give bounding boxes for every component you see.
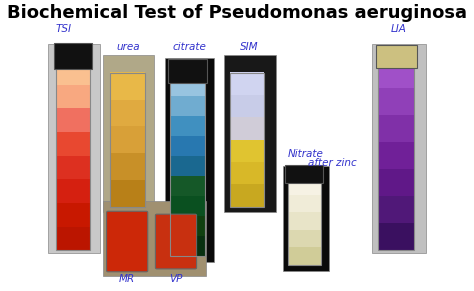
Bar bbox=[230, 73, 264, 207]
Bar bbox=[103, 55, 154, 212]
Bar bbox=[224, 55, 275, 212]
Bar bbox=[170, 135, 205, 156]
Bar bbox=[110, 99, 145, 126]
Bar bbox=[230, 72, 264, 95]
Bar bbox=[378, 168, 414, 196]
Bar bbox=[170, 155, 205, 176]
Bar bbox=[110, 73, 145, 207]
Bar bbox=[170, 95, 205, 116]
Text: SIM: SIM bbox=[240, 42, 259, 52]
Bar bbox=[48, 44, 100, 253]
Bar bbox=[170, 215, 205, 236]
Bar bbox=[230, 116, 264, 140]
Text: TSI: TSI bbox=[55, 24, 72, 34]
Bar bbox=[56, 226, 90, 250]
Bar bbox=[56, 131, 90, 156]
Bar bbox=[288, 177, 320, 195]
Bar bbox=[378, 222, 414, 250]
Bar bbox=[110, 125, 145, 153]
Bar bbox=[56, 155, 90, 179]
Bar bbox=[170, 76, 205, 256]
Bar bbox=[56, 178, 90, 203]
Bar bbox=[110, 72, 145, 100]
Bar bbox=[103, 201, 206, 276]
Bar bbox=[110, 179, 145, 207]
Bar bbox=[170, 195, 205, 216]
Bar bbox=[56, 202, 90, 227]
Bar bbox=[283, 166, 328, 271]
Bar bbox=[285, 165, 323, 183]
Bar bbox=[378, 195, 414, 223]
Bar bbox=[54, 43, 92, 69]
Bar bbox=[378, 60, 414, 88]
Bar bbox=[56, 61, 90, 250]
Bar bbox=[378, 61, 414, 250]
Text: MR: MR bbox=[119, 274, 135, 284]
Bar bbox=[288, 229, 320, 247]
Bar bbox=[168, 59, 207, 83]
Bar bbox=[376, 45, 417, 68]
Bar bbox=[230, 139, 264, 162]
Bar bbox=[378, 87, 414, 115]
Bar bbox=[110, 152, 145, 180]
Bar bbox=[164, 58, 214, 262]
Bar bbox=[378, 114, 414, 142]
Bar bbox=[56, 107, 90, 132]
Text: urea: urea bbox=[117, 42, 140, 52]
Text: citrate: citrate bbox=[173, 42, 206, 52]
FancyBboxPatch shape bbox=[155, 214, 197, 269]
Bar bbox=[56, 84, 90, 108]
Bar bbox=[170, 235, 205, 256]
Text: Biochemical Test of Pseudomonas aeruginosa: Biochemical Test of Pseudomonas aerugino… bbox=[7, 4, 467, 22]
Bar bbox=[288, 194, 320, 212]
Text: VP: VP bbox=[169, 274, 182, 284]
Bar bbox=[170, 75, 205, 96]
Bar bbox=[288, 212, 320, 230]
Text: Nitrate: Nitrate bbox=[288, 149, 324, 159]
Bar bbox=[170, 115, 205, 136]
Bar bbox=[288, 246, 320, 265]
Bar bbox=[378, 141, 414, 169]
Bar bbox=[230, 94, 264, 117]
Text: LIA: LIA bbox=[391, 24, 407, 34]
Bar bbox=[56, 60, 90, 85]
Bar bbox=[230, 183, 264, 207]
Text: after zinc: after zinc bbox=[308, 158, 357, 168]
FancyBboxPatch shape bbox=[107, 211, 148, 272]
Bar bbox=[288, 178, 320, 265]
Bar bbox=[230, 161, 264, 184]
Bar bbox=[170, 175, 205, 196]
Bar bbox=[373, 44, 426, 253]
